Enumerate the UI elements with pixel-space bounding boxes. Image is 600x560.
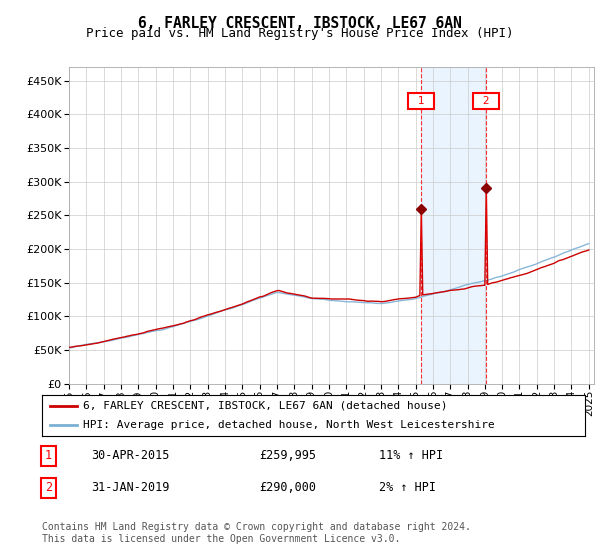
Text: 2% ↑ HPI: 2% ↑ HPI <box>379 482 436 494</box>
Text: 2: 2 <box>476 96 496 106</box>
Text: £259,995: £259,995 <box>259 449 316 462</box>
Text: Price paid vs. HM Land Registry's House Price Index (HPI): Price paid vs. HM Land Registry's House … <box>86 27 514 40</box>
Text: £290,000: £290,000 <box>259 482 316 494</box>
Text: 6, FARLEY CRESCENT, IBSTOCK, LE67 6AN: 6, FARLEY CRESCENT, IBSTOCK, LE67 6AN <box>138 16 462 31</box>
Text: 31-JAN-2019: 31-JAN-2019 <box>91 482 169 494</box>
Bar <box>421 67 486 384</box>
Text: HPI: Average price, detached house, North West Leicestershire: HPI: Average price, detached house, Nort… <box>83 419 494 430</box>
Text: 11% ↑ HPI: 11% ↑ HPI <box>379 449 443 462</box>
Text: 1: 1 <box>45 449 52 462</box>
Text: 30-APR-2015: 30-APR-2015 <box>91 449 169 462</box>
Text: 1: 1 <box>411 96 431 106</box>
Text: 2: 2 <box>45 482 52 494</box>
Text: 6, FARLEY CRESCENT, IBSTOCK, LE67 6AN (detached house): 6, FARLEY CRESCENT, IBSTOCK, LE67 6AN (d… <box>83 401 447 411</box>
Text: Contains HM Land Registry data © Crown copyright and database right 2024.
This d: Contains HM Land Registry data © Crown c… <box>42 522 471 544</box>
